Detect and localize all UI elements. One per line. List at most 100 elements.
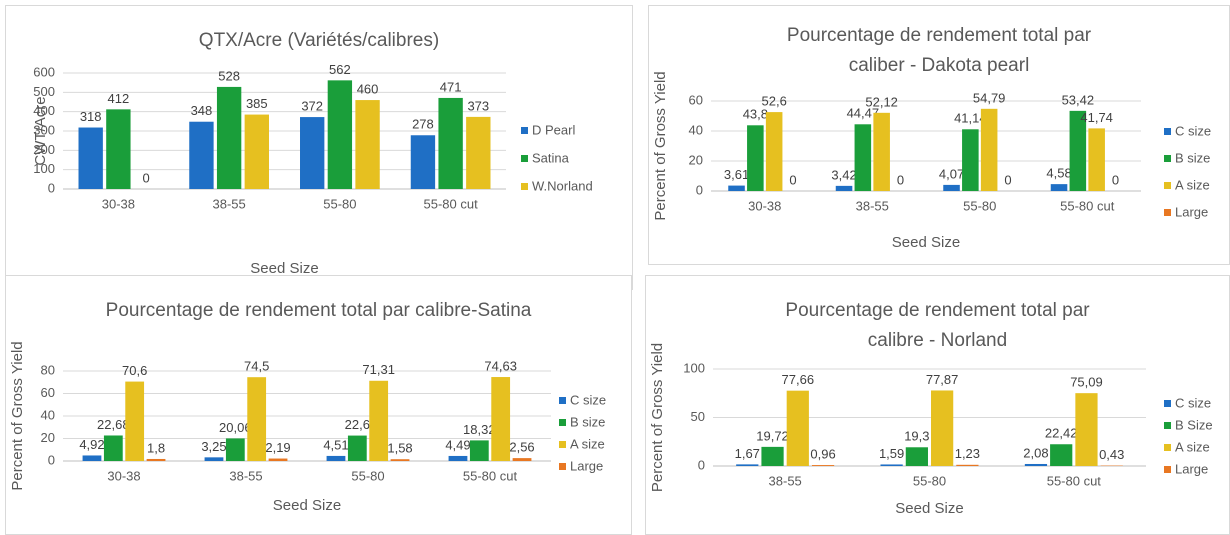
legend-swatch — [1164, 155, 1171, 162]
x-tick-label: 38-55 — [213, 196, 246, 211]
legend-swatch — [559, 397, 566, 404]
bar — [512, 458, 532, 461]
data-label: 19,3 — [904, 429, 929, 444]
bar — [204, 457, 224, 461]
data-label: 41,74 — [1080, 110, 1113, 125]
data-label: 53,42 — [1062, 92, 1095, 107]
data-label: 2,56 — [509, 440, 534, 455]
y-axis-title: CWT/Acre — [32, 96, 49, 165]
data-label: 4,58 — [1046, 166, 1071, 181]
legend-label: D Pearl — [532, 122, 575, 137]
bar — [943, 184, 960, 191]
chart: 0 20 40 60 80 30-38 4,92 22,68 70,6 1,8 38-553,25 2… — [9, 341, 606, 514]
bar — [300, 117, 325, 189]
legend-swatch — [559, 441, 566, 448]
data-label: 44,47 — [847, 106, 880, 121]
legend-swatch — [521, 155, 528, 162]
y-tick-label: 0 — [696, 182, 703, 197]
y-tick-label: 0 — [698, 457, 705, 472]
bar — [1088, 128, 1105, 191]
legend-label: Large — [1175, 461, 1208, 476]
legend-label: B size — [570, 414, 605, 429]
data-label: 372 — [301, 99, 323, 114]
data-label: 2,19 — [265, 440, 290, 455]
data-label: 0 — [897, 172, 904, 187]
bar — [355, 100, 380, 189]
y-axis-title: Percent of Gross Yield — [9, 341, 26, 490]
data-label: 22,6 — [345, 417, 370, 432]
x-tick-label: 30-38 — [102, 196, 135, 211]
legend-label: B size — [1175, 150, 1210, 165]
bar — [466, 116, 491, 189]
legend-label: Large — [1175, 204, 1208, 219]
data-label: 74,5 — [244, 359, 269, 374]
data-label: 348 — [191, 103, 213, 118]
bar — [1050, 444, 1073, 466]
x-tick-label: 55-80 cut — [463, 468, 518, 483]
legend-label: Satina — [532, 150, 570, 165]
legend-label: W.Norland — [532, 178, 593, 193]
data-label: 1,67 — [735, 446, 760, 461]
legend-label: Large — [570, 458, 603, 473]
data-label: 1,8 — [147, 440, 165, 455]
data-label: 52,12 — [865, 94, 898, 109]
x-tick-label: 55-80 cut — [1047, 473, 1102, 488]
legend-swatch — [1164, 422, 1171, 429]
bar — [369, 380, 389, 461]
data-label: 4,07 — [939, 166, 964, 181]
x-tick-label: 30-38 — [107, 468, 140, 483]
y-tick-label: 40 — [41, 407, 55, 422]
y-tick-label: 20 — [41, 430, 55, 445]
bar — [880, 464, 903, 466]
legend-label: A size — [1175, 439, 1210, 454]
data-label: 0 — [1112, 172, 1119, 187]
bar — [1075, 393, 1098, 466]
data-label: 77,66 — [782, 372, 815, 387]
data-label: 0 — [142, 170, 149, 185]
chart-title: QTX/Acre (Variétés/calibres) — [198, 30, 440, 51]
x-tick-label: 55-80 — [351, 468, 384, 483]
data-label: 528 — [218, 68, 240, 83]
bar — [390, 459, 410, 461]
bar — [1050, 184, 1068, 191]
bar — [268, 458, 288, 461]
chart: 0 50 100 38-55 1,67 19,72 77,66 0,96 55-80 1,5919… — [649, 343, 1213, 517]
bar — [103, 435, 123, 461]
chart-panel: 0 20 40 60 30-38 3,61 43,8 52,6 0 38-55 3,42 44,47 5… — [648, 5, 1230, 265]
data-label: 75,09 — [1070, 375, 1103, 390]
legend-swatch — [1164, 209, 1171, 216]
data-label: 22,68 — [97, 417, 130, 432]
legend-swatch — [521, 127, 528, 134]
legend-label: C size — [570, 392, 606, 407]
data-label: 52,6 — [762, 94, 787, 109]
y-tick-label: 60 — [41, 385, 55, 400]
data-label: 318 — [80, 109, 102, 124]
data-label: 77,87 — [926, 372, 959, 387]
bar — [905, 447, 928, 466]
bar — [216, 86, 242, 189]
legend-swatch — [559, 419, 566, 426]
y-tick-label: 400 — [33, 103, 55, 118]
bar — [747, 125, 764, 191]
x-tick-label: 38-55 — [769, 473, 802, 488]
chart: 020406030-383,6143,852,6038-553,4244,475… — [652, 71, 1211, 251]
bar — [765, 112, 783, 191]
bar — [491, 377, 511, 461]
chart-title: Pourcentage de rendement total par calib… — [786, 25, 1092, 76]
y-tick-label: 20 — [689, 152, 703, 167]
bar — [438, 97, 463, 189]
legend-swatch — [559, 463, 566, 470]
bar — [448, 455, 468, 461]
bar — [956, 464, 979, 466]
y-tick-label: 500 — [33, 84, 55, 99]
bar — [78, 127, 103, 189]
data-label: 1,23 — [955, 446, 980, 461]
y-axis-title: Percent of Gross Yield — [649, 343, 666, 492]
bar — [835, 185, 853, 191]
bar — [736, 464, 759, 466]
y-tick-label: 600 — [33, 64, 55, 79]
bar — [82, 455, 102, 461]
y-tick-label: 200 — [33, 142, 55, 157]
bar — [244, 114, 269, 189]
chart-panel: 0 100 200 300 400 500 600 30-38 318 412 0 38-55 348 5… — [5, 5, 633, 290]
